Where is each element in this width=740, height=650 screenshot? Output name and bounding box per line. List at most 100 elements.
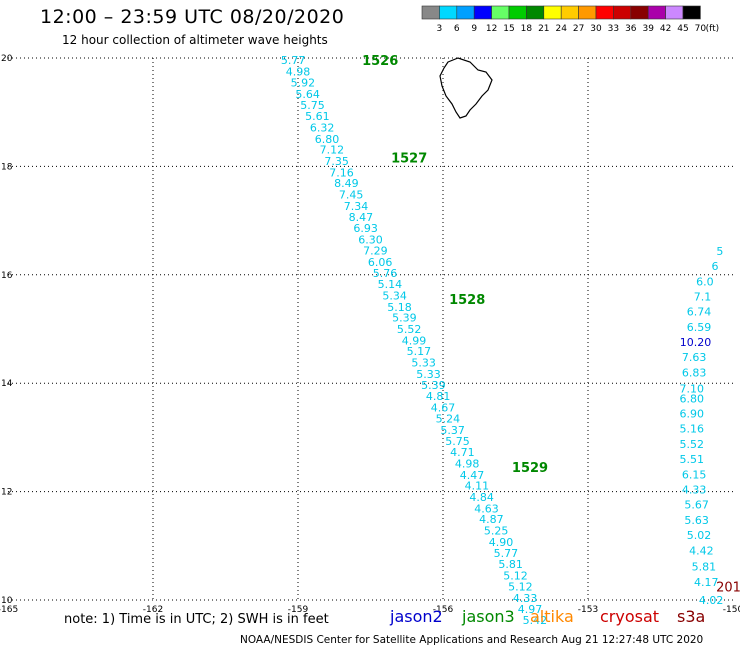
swh-value: 5.75 <box>445 435 470 448</box>
swh-value: 4.02 <box>699 594 724 607</box>
swh-value: 5.12 <box>508 580 533 593</box>
swh-value: 8.47 <box>349 211 374 224</box>
sat-s3a: s3a <box>677 607 706 626</box>
swh-value: 5.52 <box>397 323 422 336</box>
axis-ticks: -165 -162 -159 -156 -153 -150 20 18 16 14 12 10 <box>0 54 740 615</box>
legend-swatch <box>578 5 597 20</box>
legend-swatch <box>665 5 684 20</box>
legend-swatch <box>526 5 545 20</box>
note-text: note: 1) Time is in UTC; 2) SWH is in fe… <box>64 612 329 627</box>
swh-value: 4.98 <box>286 66 311 79</box>
swh-value: 5.61 <box>305 110 330 123</box>
swh-value: 5.14 <box>378 278 403 291</box>
sat-jason2: jason2 <box>390 607 443 626</box>
legend-swatch <box>613 5 632 20</box>
legend-label: 9 <box>471 24 477 34</box>
swh-value: 6.0 <box>696 275 714 288</box>
footer-credit: NOAA/NESDIS Center for Satellite Applica… <box>240 634 704 646</box>
y-tick-label: 10 <box>1 596 13 606</box>
color-legend: 3 6 9 12 15 18 21 24 27 30 33 36 39 42 45 70 (ft) <box>421 5 720 34</box>
swh-value: 5.24 <box>436 412 461 425</box>
swh-value: 5.37 <box>440 424 465 437</box>
swh-value: 6.93 <box>353 222 378 235</box>
legend-swatch <box>473 5 492 20</box>
swh-value: 5.25 <box>484 525 509 538</box>
legend-swatch <box>439 5 458 20</box>
swh-value: 5.39 <box>392 312 417 325</box>
swh-value: 6.32 <box>310 121 335 134</box>
swh-value: 5.52 <box>680 438 705 451</box>
y-tick-label: 16 <box>1 271 13 281</box>
y-tick-label: 20 <box>1 54 13 64</box>
pass-label: 1527 <box>391 152 427 167</box>
swh-value: 6.74 <box>687 306 712 319</box>
legend-label: 70 <box>695 24 707 34</box>
swh-value: 5.81 <box>498 558 523 571</box>
legend-swatch <box>508 5 527 20</box>
grid-lines <box>8 57 733 601</box>
x-tick-label: -165 <box>0 605 18 615</box>
swh-value: 5.77 <box>281 54 306 67</box>
swh-value: 4.84 <box>469 491 494 504</box>
swh-value: 7.12 <box>320 144 345 157</box>
swh-value: 6.06 <box>368 256 393 269</box>
swh-value: 6.80 <box>680 392 705 405</box>
swh-value: 5.02 <box>687 529 712 542</box>
legend-label: 30 <box>590 24 602 34</box>
pass-label: 1528 <box>449 293 485 308</box>
swh-value: 5.63 <box>684 514 709 527</box>
swh-value: 4.71 <box>450 446 475 459</box>
swh-values: 5.774.985.925.645.755.616.326.807.127.35… <box>281 54 723 627</box>
swh-value: 4.98 <box>455 457 480 470</box>
swh-value: 4.63 <box>474 502 499 515</box>
swh-value: 5.34 <box>382 289 407 302</box>
legend-label: 21 <box>538 24 549 34</box>
swh-value: 5.16 <box>680 423 705 436</box>
legend-label: 18 <box>521 24 533 34</box>
legend-label: 27 <box>573 24 584 34</box>
island-shape <box>439 57 493 119</box>
swh-value: 5.75 <box>300 99 325 112</box>
legend-label: 33 <box>608 24 619 34</box>
swh-value: 5.42 <box>523 614 548 627</box>
legend-label: 3 <box>437 24 443 34</box>
swh-value: 7.10 <box>680 383 705 396</box>
swh-value: 5 <box>716 245 723 258</box>
y-tick-label: 14 <box>1 379 13 389</box>
swh-value: 7.35 <box>324 155 349 168</box>
swh-value: 5.33 <box>411 357 436 370</box>
swh-value: 4.42 <box>689 545 714 558</box>
swh-value: 5.51 <box>680 453 705 466</box>
legend-label: 24 <box>555 24 567 34</box>
x-tick-label: -150 <box>723 605 740 615</box>
swh-value: 10.20 <box>680 336 712 349</box>
pass-labels: 1526 1527 1528 1529 2011 <box>362 54 740 595</box>
map-subtitle: 12 hour collection of altimeter wave hei… <box>62 33 328 47</box>
swh-value: 5.12 <box>503 570 528 583</box>
x-tick-label: -156 <box>433 605 454 615</box>
swh-value: 7.45 <box>339 189 364 202</box>
legend-label: 12 <box>486 24 497 34</box>
swh-value: 6 <box>712 260 719 273</box>
swh-value: 7.16 <box>329 166 354 179</box>
legend-swatch <box>682 5 701 20</box>
swh-value: 4.97 <box>518 603 543 616</box>
swh-value: 6.90 <box>680 408 705 421</box>
swh-value: 4.11 <box>465 480 490 493</box>
legend-label: 6 <box>454 24 460 34</box>
swh-value: 5.77 <box>494 547 519 560</box>
swh-value: 4.81 <box>426 390 451 403</box>
swh-value: 6.80 <box>315 133 340 146</box>
legend-label: 36 <box>625 24 637 34</box>
swh-value: 6.83 <box>682 366 707 379</box>
sat-cryosat: cryosat <box>600 607 660 626</box>
swh-value: 4.99 <box>402 334 427 347</box>
legend-label: 45 <box>677 24 688 34</box>
y-tick-label: 12 <box>1 488 12 498</box>
legend-unit: (ft) <box>706 24 720 34</box>
swh-value: 4.90 <box>489 536 514 549</box>
legend-swatch <box>421 5 440 20</box>
swh-value: 6.30 <box>358 234 383 247</box>
swh-value: 4.33 <box>682 483 707 496</box>
